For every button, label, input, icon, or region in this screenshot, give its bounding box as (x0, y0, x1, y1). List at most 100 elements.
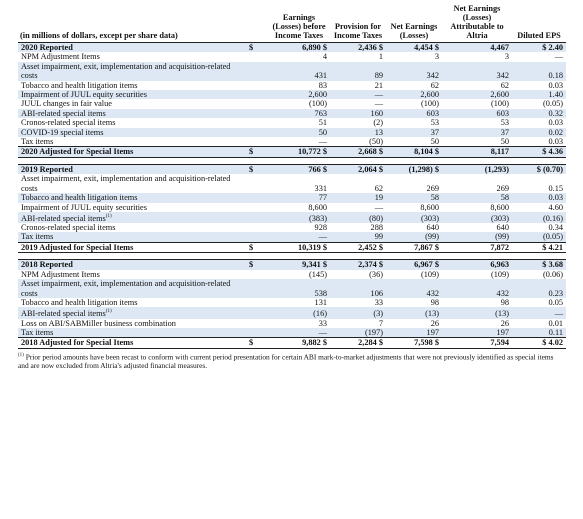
row-label-text: Tax items (21, 137, 54, 147)
row-label: Asset impairment, exit, implementation a… (18, 279, 246, 298)
value-cell: 6,967 $ (386, 259, 442, 270)
value-cell: — (374, 99, 383, 109)
row-label-text: 2020 Reported (21, 43, 73, 52)
table-row: Tax items —99 (99) (99) (0.05) (18, 232, 566, 243)
currency-cell: $ (246, 259, 268, 270)
value-cell: 342 (386, 61, 442, 81)
column-header: Earnings (Losses) before Income Taxes (272, 13, 326, 40)
value-cell: — (268, 232, 330, 243)
row-label-text: ABI-related special items (21, 108, 106, 118)
table-container: (in millions of dollars, except per shar… (18, 4, 566, 370)
currency-cell (246, 279, 268, 298)
row-label: Cronos-related special items (18, 118, 246, 127)
row-label-text: Impairment of JUUL equity securities (21, 90, 147, 100)
table-row: 2018 Reported $9,341 $2,374 $6,967 $6,963… (18, 259, 566, 270)
value-cell: (0.05) (542, 99, 563, 109)
table-row: Cronos-related special items 51 (2) 53 53 0.0… (18, 118, 566, 127)
value-cell: 50 (500, 137, 509, 147)
value-cell: 640 (496, 223, 509, 233)
value-cell: 50 (268, 127, 330, 138)
value-cell: — (512, 307, 566, 319)
column-header: Net Earnings (Losses) (390, 22, 438, 40)
value-cell: (13) (442, 307, 512, 319)
currency-cell (246, 211, 268, 224)
currency-cell (246, 298, 268, 307)
value-cell: (383) (268, 211, 330, 224)
currency-cell: $ (246, 42, 268, 53)
value-cell: $ 4.21 (512, 241, 566, 254)
value-cell: (80) (330, 211, 386, 224)
value-cell: 288 (370, 223, 383, 233)
row-label-text: Tobacco and health litigation items (21, 297, 138, 307)
row-label-text: COVID-19 special items (21, 127, 104, 137)
value-cell: 51 (318, 118, 327, 128)
value-cell: 8,600 (490, 202, 509, 212)
row-label-text: Asset impairment, exit, implementation a… (21, 279, 231, 298)
value-cell: 10,772 $ (268, 146, 330, 158)
value-cell: 99 (330, 232, 386, 243)
currency: $ (249, 147, 254, 157)
value-cell: — (374, 202, 383, 212)
row-label: ABI-related special items (18, 108, 246, 119)
section-gap (18, 252, 566, 260)
value-cell: 0.03 (548, 80, 563, 90)
table-row: 2018 Adjusted for Special Items $9,882 $2… (18, 337, 566, 349)
value-cell: 89 (330, 61, 386, 81)
currency-cell (246, 307, 268, 319)
row-label-text: Tax items (21, 327, 54, 337)
value-cell: (109) (421, 269, 439, 279)
value-cell: 331 (314, 183, 327, 193)
row-label-text: 2019 Adjusted for Special Items (21, 242, 134, 252)
value-cell: (2) (373, 118, 383, 128)
row-label: Tax items (18, 327, 246, 338)
row-label: 2020 Adjusted for Special Items (18, 146, 246, 158)
value-cell: 53 (500, 118, 509, 128)
row-label: NPM Adjustment Items (18, 52, 246, 61)
value-cell: 6,890 $ (268, 42, 330, 53)
currency-cell (246, 174, 268, 193)
row-label-text: NPM Adjustment Items (21, 269, 100, 279)
value-cell: 131 (314, 297, 327, 307)
value-cell: (1,293) (442, 163, 512, 175)
value-cell: 8,117 (442, 146, 512, 158)
value-cell: (1,298) $ (386, 163, 442, 175)
value-cell: (50) (369, 137, 383, 147)
currency-cell (246, 203, 268, 212)
value-cell: 58 (386, 193, 442, 203)
value-cell: 2,668 $ (330, 146, 386, 158)
value-cell: (0.05) (512, 232, 566, 243)
value-cell: 197 (386, 327, 442, 338)
value-cell: 4,467 (442, 42, 512, 53)
value-cell: (100) (491, 99, 509, 109)
row-label: JUUL changes in fair value (18, 99, 246, 108)
value-cell: 0.32 (512, 108, 566, 119)
currency-cell (246, 223, 268, 232)
row-label-text: Tobacco and health litigation items (21, 80, 138, 90)
table-row: Asset impairment, exit, implementation a… (18, 61, 566, 81)
table-row: Cronos-related special items 928 288 640 640… (18, 223, 566, 232)
currency-cell (246, 99, 268, 108)
currency-cell (246, 90, 268, 100)
row-label-text: Cronos-related special items (21, 118, 116, 128)
row-label-text: 2018 Adjusted for Special Items (21, 338, 134, 348)
row-label-text: ABI-related special items (21, 309, 106, 319)
value-cell: (99) (386, 232, 442, 243)
gap-cell (18, 157, 566, 165)
value-cell: 10,319 $ (268, 241, 330, 254)
footnote-mark: (1) (18, 352, 24, 358)
row-label: Impairment of JUUL equity securities (18, 203, 246, 212)
value-cell: (100) (309, 99, 327, 109)
value-cell: 26 (430, 318, 439, 328)
value-cell: 0.01 (548, 318, 563, 328)
value-cell: 342 (442, 61, 512, 81)
value-cell: 2,452 $ (330, 241, 386, 254)
value-cell: 640 (426, 223, 439, 233)
row-label-text: NPM Adjustment Items (21, 52, 100, 62)
footnote: (1) Prior period amounts have been recas… (18, 351, 564, 370)
value-cell: 9,341 $ (268, 259, 330, 270)
value-cell: $ 4.02 (512, 337, 566, 349)
currency-cell: $ (246, 146, 268, 158)
value-cell: 2,600 (386, 90, 442, 100)
value-cell: (13) (386, 307, 442, 319)
value-cell: (99) (442, 232, 512, 243)
